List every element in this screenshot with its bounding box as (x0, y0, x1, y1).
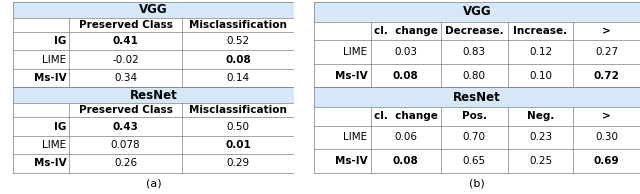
Text: 0.078: 0.078 (111, 140, 140, 150)
Text: 0.72: 0.72 (594, 71, 620, 81)
Text: 0.30: 0.30 (595, 132, 618, 142)
Text: 0.01: 0.01 (225, 140, 251, 150)
Text: Misclassification: Misclassification (189, 105, 287, 115)
Text: 0.06: 0.06 (394, 132, 417, 142)
Text: VGG: VGG (140, 3, 168, 16)
Text: 0.08: 0.08 (225, 55, 251, 65)
Text: Ms-IV: Ms-IV (335, 156, 367, 166)
Bar (13, 117, 294, 136)
Text: ResNet: ResNet (453, 91, 500, 104)
Text: cl.  change: cl. change (374, 112, 438, 121)
Text: 0.27: 0.27 (595, 47, 618, 57)
Text: 0.52: 0.52 (227, 36, 250, 46)
Text: -0.02: -0.02 (112, 55, 139, 65)
Text: 0.50: 0.50 (227, 122, 250, 132)
Text: LIME: LIME (343, 132, 367, 142)
Text: IG: IG (54, 36, 67, 46)
Text: Misclassification: Misclassification (189, 20, 287, 30)
Bar (314, 107, 640, 126)
Text: 0.83: 0.83 (463, 47, 486, 57)
Text: 0.80: 0.80 (463, 71, 486, 81)
Text: 0.10: 0.10 (529, 71, 552, 81)
Bar (314, 149, 640, 173)
Text: Increase.: Increase. (513, 26, 568, 36)
Text: 0.23: 0.23 (529, 132, 552, 142)
Text: >: > (602, 112, 611, 121)
Text: LIME: LIME (42, 140, 67, 150)
Bar (13, 2, 294, 18)
Text: 0.03: 0.03 (394, 47, 417, 57)
Bar (13, 103, 294, 117)
Bar (13, 50, 294, 69)
Text: 0.12: 0.12 (529, 47, 552, 57)
Text: Pos.: Pos. (462, 112, 487, 121)
Text: >: > (602, 26, 611, 36)
Text: 0.69: 0.69 (594, 156, 620, 166)
Text: Preserved Class: Preserved Class (79, 20, 172, 30)
Text: 0.65: 0.65 (463, 156, 486, 166)
Text: 0.25: 0.25 (529, 156, 552, 166)
Bar (314, 22, 640, 40)
Bar (13, 32, 294, 50)
Text: 0.41: 0.41 (113, 36, 138, 46)
Text: (a): (a) (146, 178, 161, 188)
Text: IG: IG (54, 122, 67, 132)
Text: Preserved Class: Preserved Class (79, 105, 172, 115)
Bar (314, 87, 640, 107)
Text: 0.70: 0.70 (463, 132, 486, 142)
Bar (314, 40, 640, 64)
Text: VGG: VGG (463, 5, 491, 18)
Bar (314, 64, 640, 87)
Text: cl.  change: cl. change (374, 26, 438, 36)
Text: 0.08: 0.08 (393, 71, 419, 81)
Bar (13, 154, 294, 173)
Text: (b): (b) (469, 178, 484, 188)
Bar (13, 136, 294, 154)
Text: 0.14: 0.14 (227, 73, 250, 83)
Text: LIME: LIME (42, 55, 67, 65)
Text: ResNet: ResNet (130, 89, 177, 102)
Text: Ms-IV: Ms-IV (34, 73, 67, 83)
Bar (13, 18, 294, 32)
Text: Neg.: Neg. (527, 112, 554, 121)
Text: 0.08: 0.08 (393, 156, 419, 166)
Text: 0.26: 0.26 (114, 158, 137, 168)
Text: Decrease.: Decrease. (445, 26, 504, 36)
Text: 0.43: 0.43 (113, 122, 138, 132)
Text: 0.29: 0.29 (227, 158, 250, 168)
Text: 0.34: 0.34 (114, 73, 137, 83)
Text: Ms-IV: Ms-IV (335, 71, 367, 81)
Bar (314, 2, 640, 22)
Text: LIME: LIME (343, 47, 367, 57)
Bar (13, 87, 294, 103)
Text: Ms-IV: Ms-IV (34, 158, 67, 168)
Bar (314, 126, 640, 149)
Bar (13, 69, 294, 87)
